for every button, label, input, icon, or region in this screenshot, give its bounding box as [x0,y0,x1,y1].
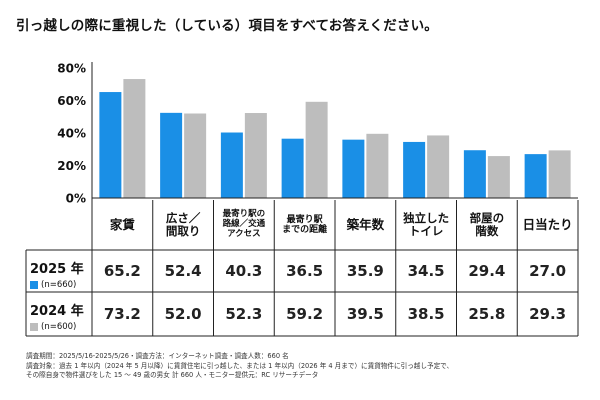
data-label: 38.5 [407,305,445,323]
note-line: その際自身で物件選びをした 15 ～ 49 歳の男女 計 660 人・モニター提… [26,371,319,379]
category-label: 独立した トイレ [403,210,450,238]
data-label: 25.8 [468,305,506,323]
y-tick-label: 80% [57,62,86,76]
bar-series2-2 [244,113,267,198]
y-tick-label: 40% [57,127,86,141]
bar-series1-4 [342,139,365,198]
bar-series1-0 [99,92,122,198]
legend-series-name: 2025 年 [30,262,84,277]
y-tick-label: 60% [57,94,86,108]
sample-size-label: (n=660) [41,280,77,290]
data-label: 39.5 [346,305,384,323]
category-label: 広さ／ 間取り [165,210,201,238]
bar-series1-1 [160,112,183,198]
category-label: 部屋の 階数 [469,210,505,238]
category-label: 最寄り駅 までの距離 [282,214,328,235]
bar-series2-6 [487,156,510,198]
y-tick-label: 20% [57,159,86,173]
legend-swatch [30,323,38,331]
data-label: 36.5 [286,262,324,280]
category-label: 日当たり [522,216,573,232]
row-header-2: 2024 年 (n=600) [30,300,84,332]
bar-series2-3 [305,101,328,198]
category-label: 築年数 [346,216,385,232]
bar-series2-0 [123,79,146,198]
data-label: 65.2 [103,262,141,280]
data-label: 35.9 [346,262,384,280]
legend-swatch [30,281,38,289]
bar-series1-5 [403,141,426,198]
data-label: 27.0 [529,262,567,280]
data-label: 52.4 [164,262,202,280]
legend-n: (n=600) [30,322,84,332]
bar-series1-2 [220,132,243,198]
data-label: 73.2 [103,305,141,323]
bar-series1-7 [524,154,547,198]
sample-size-label: (n=600) [41,322,77,332]
category-label: 最寄り駅の 路線／交通 アクセス [222,209,266,239]
page-title: 引っ越しの際に重視した（している）項目をすべてお答えください。 [16,18,438,34]
category-label: 家賃 [109,216,135,232]
row-header-1: 2025 年 (n=660) [30,258,84,290]
legend-series-name: 2024 年 [30,304,84,319]
bar-series1-3 [281,138,304,198]
bar-series2-7 [548,150,571,198]
y-tick-label: 0% [66,192,86,206]
note-line: 調査期間：2025/5/16-2025/5/26・調査方法：インターネット調査・… [26,352,289,360]
bar-series2-5 [427,135,450,198]
legend-n: (n=660) [30,280,84,290]
data-label: 29.3 [529,305,567,323]
data-label: 29.4 [468,262,506,280]
bar-series1-6 [463,150,486,198]
data-label: 34.5 [407,262,445,280]
data-label: 40.3 [225,262,263,280]
data-label: 59.2 [286,305,324,323]
data-label: 52.0 [164,305,202,323]
bar-series2-1 [184,113,207,198]
note-line: 調査対象：過去 1 年以内（2024 年 5 月以降）に賃貸住宅に引っ越した、ま… [26,361,454,370]
data-label: 52.3 [225,305,263,323]
bar-series2-4 [366,133,389,198]
